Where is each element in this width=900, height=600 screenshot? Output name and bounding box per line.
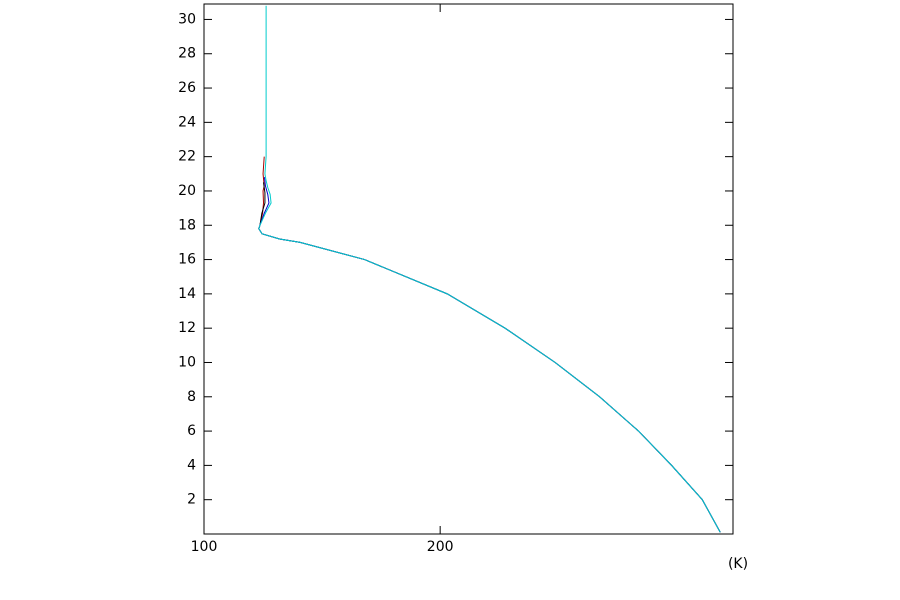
x-tick-label: 100 (191, 539, 218, 555)
plot-frame (203, 3, 734, 535)
y-tick-label: 12 (178, 320, 196, 336)
profile-line (258, 182, 721, 533)
y-tick-label: 6 (187, 423, 196, 439)
x-tick-label: 200 (427, 539, 454, 555)
profile-line (258, 177, 721, 533)
y-tick-label: 16 (178, 252, 196, 268)
profile-line (258, 156, 721, 533)
y-tick-label: 10 (178, 354, 196, 370)
y-tick-label: 24 (178, 114, 196, 130)
y-tick-label: 20 (178, 183, 196, 199)
y-tick-label: 26 (178, 80, 196, 96)
x-axis-label: (K) (728, 556, 748, 572)
y-tick-label: 8 (187, 389, 196, 405)
y-tick-label: 22 (178, 149, 196, 165)
y-tick-label: 28 (178, 46, 196, 62)
y-tick-label: 18 (178, 217, 196, 233)
y-tick-label: 2 (187, 492, 196, 508)
y-tick-label: 14 (178, 286, 196, 302)
profile-line (258, 5, 721, 533)
y-tick-label: 4 (187, 457, 196, 473)
y-tick-label: 30 (178, 11, 196, 27)
